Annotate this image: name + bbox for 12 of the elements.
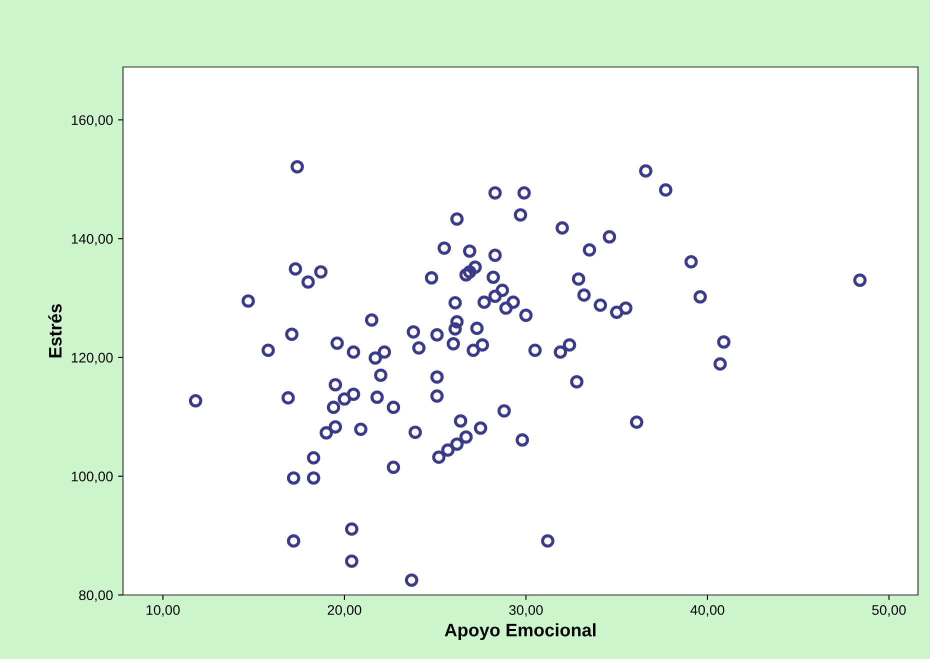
x-tick-label: 50,00 (872, 605, 906, 617)
y-axis-title: Estrés (48, 304, 62, 358)
x-axis-title: Apoyo Emocional (444, 623, 596, 640)
x-tick-label: 20,00 (328, 605, 362, 617)
y-tick-label: 80,00 (79, 590, 113, 602)
x-tick-label: 10,00 (146, 605, 180, 617)
x-tick-label: 30,00 (509, 605, 543, 617)
y-tick-label: 140,00 (72, 234, 113, 246)
x-tick-label: 40,00 (690, 605, 724, 617)
y-tick-label: 100,00 (72, 472, 113, 484)
y-tick-label: 120,00 (72, 352, 113, 364)
y-tick-label: 160,00 (72, 115, 113, 127)
